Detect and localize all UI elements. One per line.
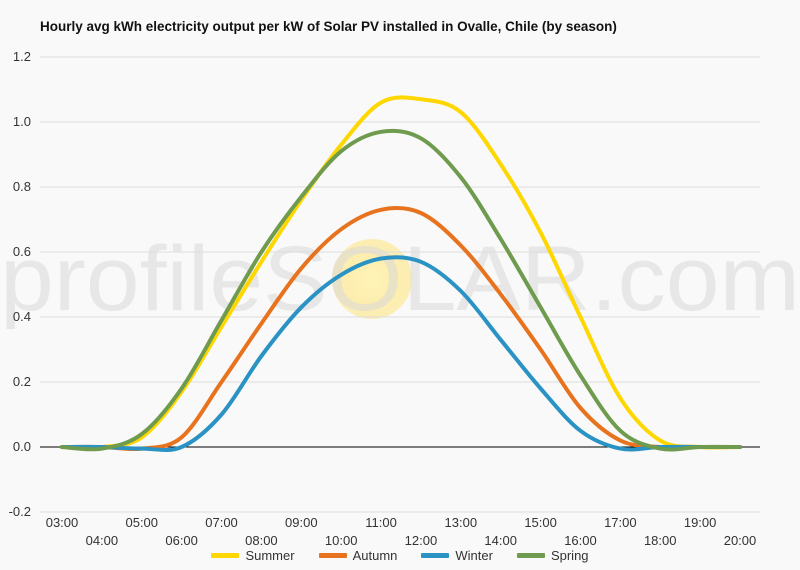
x-tick-label: 20:00 — [724, 533, 757, 548]
series-line-winter — [60, 255, 742, 453]
legend-item-winter[interactable]: Winter — [421, 548, 493, 563]
x-tick-label: 16:00 — [564, 533, 597, 548]
x-tick-label: 13:00 — [445, 515, 478, 530]
legend-item-autumn[interactable]: Autumn — [318, 548, 398, 563]
x-axis-ticks: 03:00 04:00 05:00 06:00 07:00 08:00 09:00 10:00… — [46, 515, 757, 548]
series-line-spring — [60, 128, 742, 452]
y-tick-label: 1.0 — [13, 114, 31, 129]
y-tick-label: 1.2 — [13, 49, 31, 64]
y-tick-label: 0.8 — [13, 179, 31, 194]
series-line-autumn — [60, 206, 742, 452]
chart-title: Hourly avg kWh electricity output per kW… — [40, 19, 617, 34]
legend-item-summer[interactable]: Summer — [211, 548, 295, 563]
legend: Summer Autumn Winter Spring — [0, 548, 800, 563]
legend-swatch — [516, 553, 545, 558]
x-tick-label: 08:00 — [245, 533, 278, 548]
legend-label: Autumn — [352, 548, 398, 563]
legend-swatch — [421, 553, 450, 558]
y-tick-label: 0.6 — [13, 244, 31, 259]
y-tick-label: -0.2 — [9, 504, 31, 519]
x-tick-label: 06:00 — [165, 533, 198, 548]
x-tick-label: 12:00 — [405, 533, 438, 548]
x-tick-label: 04:00 — [86, 533, 119, 548]
legend-item-spring[interactable]: Spring — [516, 548, 589, 563]
x-tick-label: 03:00 — [46, 515, 79, 530]
y-tick-label: 0.0 — [13, 439, 31, 454]
watermark-layer: profileSOLAR.com — [0, 228, 800, 330]
x-tick-label: 05:00 — [125, 515, 158, 530]
x-tick-label: 14:00 — [484, 533, 517, 548]
legend-swatch — [211, 553, 240, 558]
legend-swatch — [318, 553, 347, 558]
series-layer — [60, 95, 742, 453]
x-tick-label: 19:00 — [684, 515, 717, 530]
y-tick-label: 0.2 — [13, 374, 31, 389]
x-tick-label: 18:00 — [644, 533, 677, 548]
y-tick-label: 0.4 — [13, 309, 31, 324]
legend-label: Summer — [245, 548, 295, 563]
x-tick-label: 15:00 — [524, 515, 557, 530]
x-tick-label: 11:00 — [365, 515, 397, 530]
x-tick-label: 17:00 — [604, 515, 637, 530]
x-tick-label: 07:00 — [205, 515, 238, 530]
x-tick-label: 09:00 — [285, 515, 318, 530]
watermark-text: profileSOLAR.com — [0, 228, 800, 330]
y-axis-ticks: -0.2 0.0 0.2 0.4 0.6 0.8 1.0 1.2 — [9, 49, 31, 519]
x-tick-label: 10:00 — [325, 533, 358, 548]
legend-label: Winter — [455, 548, 493, 563]
legend-label: Spring — [550, 548, 589, 563]
